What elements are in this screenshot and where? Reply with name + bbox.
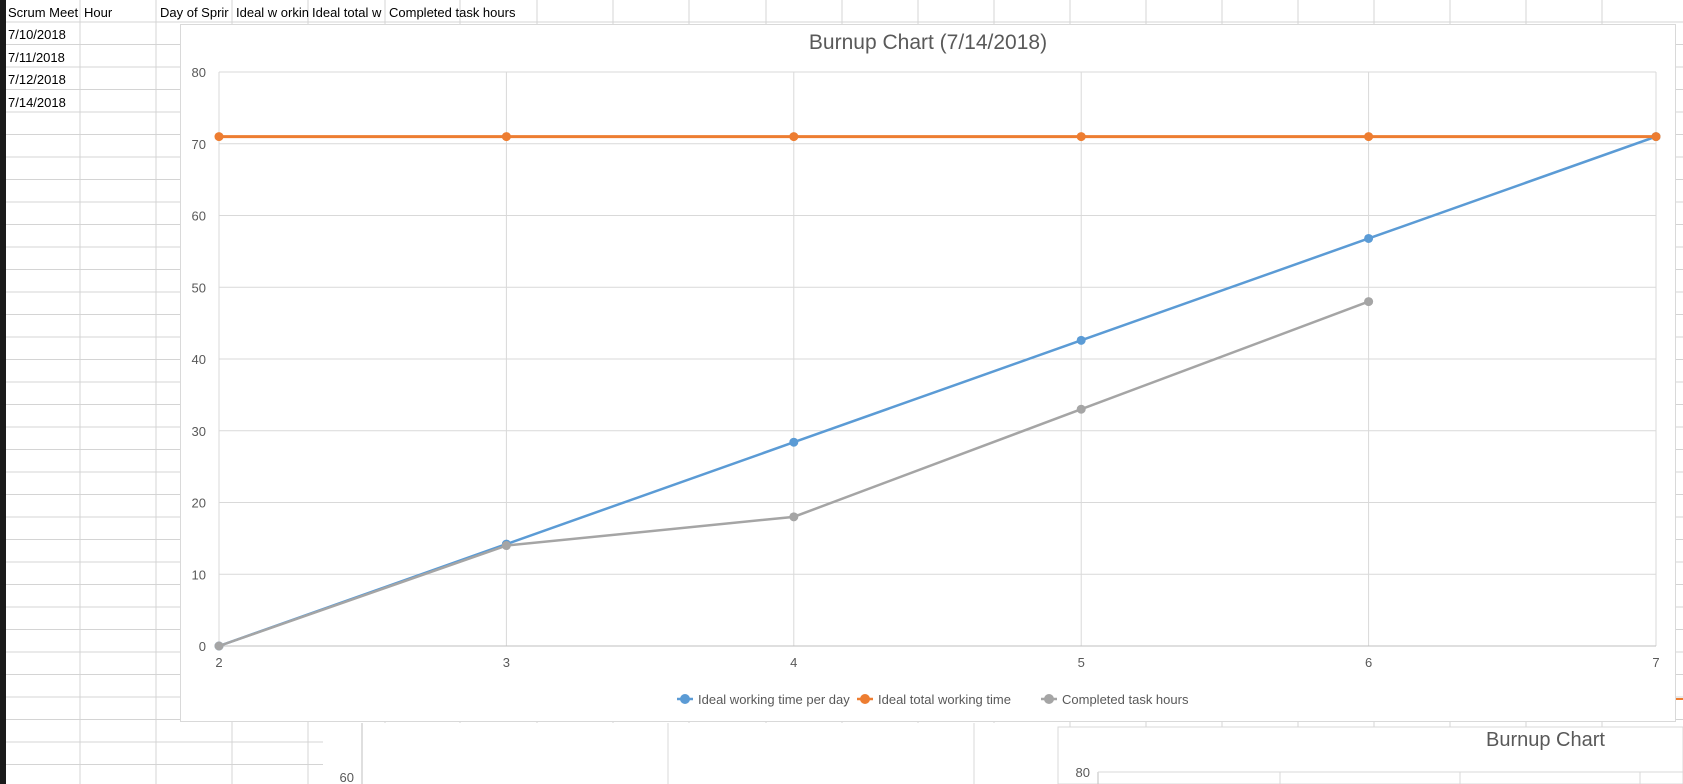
date-cell[interactable]: 7/10/2018 <box>8 27 66 42</box>
chart-bottom-right-partial[interactable]: 80 <box>1057 726 1683 784</box>
plot-gridlines <box>218 71 1657 647</box>
burnup-chart[interactable]: Burnup Chart (7/14/2018) 0 10 20 30 40 50 60 70… <box>180 24 1676 722</box>
x-axis-ticks: 2 3 4 5 6 7 <box>215 655 1659 670</box>
data-point[interactable] <box>789 437 799 447</box>
data-point[interactable] <box>789 512 799 522</box>
chart-bottom-left-partial[interactable]: 60 <box>323 723 1063 784</box>
data-point[interactable] <box>501 132 511 142</box>
legend-marker <box>680 694 690 704</box>
header-cell[interactable]: Hour <box>84 5 113 20</box>
x-tick-label: 3 <box>503 655 510 670</box>
data-point[interactable] <box>501 541 511 551</box>
data-point[interactable] <box>214 641 224 651</box>
y-tick-label: 60 <box>340 770 354 784</box>
date-cell[interactable]: 7/12/2018 <box>8 72 66 87</box>
legend-entry[interactable]: Ideal total working time <box>878 692 1011 707</box>
data-point[interactable] <box>1364 297 1374 307</box>
data-point[interactable] <box>789 132 799 142</box>
header-cell[interactable]: Completed task hours <box>389 5 516 20</box>
data-point[interactable] <box>1364 132 1374 142</box>
y-tick-label: 60 <box>192 209 206 224</box>
y-tick-label: 80 <box>192 65 206 80</box>
y-tick-label: 70 <box>192 137 206 152</box>
x-tick-label: 6 <box>1365 655 1372 670</box>
header-cell[interactable]: Ideal total w <box>312 5 382 20</box>
data-point[interactable] <box>1076 404 1086 414</box>
y-tick-label: 30 <box>192 424 206 439</box>
header-row: Scrum Meet Hour Day of Sprir Ideal w ork… <box>8 5 516 20</box>
burnup-chart-plot: Burnup Chart (7/14/2018) 010203040506070… <box>192 31 1661 707</box>
x-tick-label: 5 <box>1078 655 1085 670</box>
legend-marker <box>1044 694 1054 704</box>
y-tick-label: 50 <box>192 280 206 295</box>
header-cell[interactable]: Scrum Meet <box>8 5 78 20</box>
y-tick-label: 40 <box>192 352 206 367</box>
series-lines <box>214 132 1661 651</box>
date-cell[interactable]: 7/11/2018 <box>8 50 65 65</box>
x-tick-label: 2 <box>215 655 222 670</box>
chart-title-second[interactable]: Burnup Chart <box>1486 729 1605 751</box>
x-tick-label: 4 <box>790 655 797 670</box>
legend-entry[interactable]: Completed task hours <box>1062 692 1189 707</box>
y-tick-label: 10 <box>192 567 206 582</box>
y-tick-label: 0 <box>199 639 206 654</box>
header-cell[interactable]: Ideal w orkin <box>236 5 309 20</box>
data-point[interactable] <box>1076 132 1086 142</box>
chart-title[interactable]: Burnup Chart (7/14/2018) <box>809 31 1047 54</box>
left-window-edge <box>0 0 6 784</box>
y-axis-ticks: 0 10 20 30 40 50 60 70 80 <box>192 65 206 654</box>
legend-entry[interactable]: Ideal working time per day <box>698 692 850 707</box>
data-point[interactable] <box>1651 132 1661 142</box>
x-tick-label: 7 <box>1652 655 1659 670</box>
chart-legend[interactable]: Ideal working time per day Ideal total wo… <box>677 692 1189 707</box>
date-column: 7/10/2018 7/11/2018 7/12/2018 7/14/2018 <box>8 27 66 110</box>
y-tick-label: 20 <box>192 496 206 511</box>
y-tick-label: 80 <box>1076 765 1090 780</box>
data-point[interactable] <box>1076 335 1086 345</box>
header-cell[interactable]: Day of Sprir <box>160 5 229 20</box>
legend-marker <box>860 694 870 704</box>
data-point[interactable] <box>214 132 224 142</box>
data-point[interactable] <box>1364 233 1374 243</box>
date-cell[interactable]: 7/14/2018 <box>8 95 66 110</box>
